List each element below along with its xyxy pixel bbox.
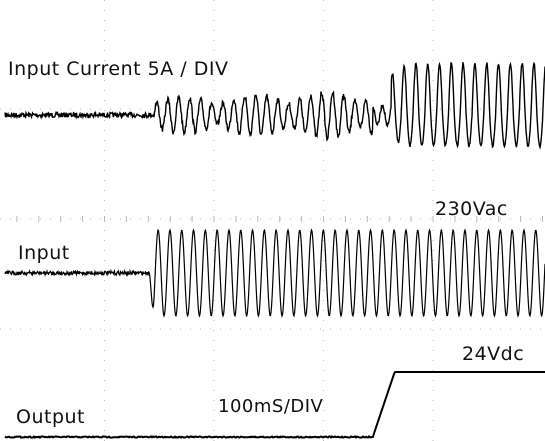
series-label-input: Input: [18, 242, 70, 264]
trace-input-current: [4, 61, 545, 150]
series-label-input-current: Input Current 5A / DIV: [8, 58, 229, 80]
annotation-230vac: 230Vac: [435, 198, 508, 220]
trace-output-voltage: [4, 371, 545, 439]
trace-input-voltage: [4, 228, 545, 318]
traces: [4, 61, 545, 439]
timebase-label: 100mS/DIV: [218, 396, 324, 417]
series-label-output: Output: [16, 406, 85, 428]
annotation-24vdc: 24Vdc: [462, 343, 525, 365]
